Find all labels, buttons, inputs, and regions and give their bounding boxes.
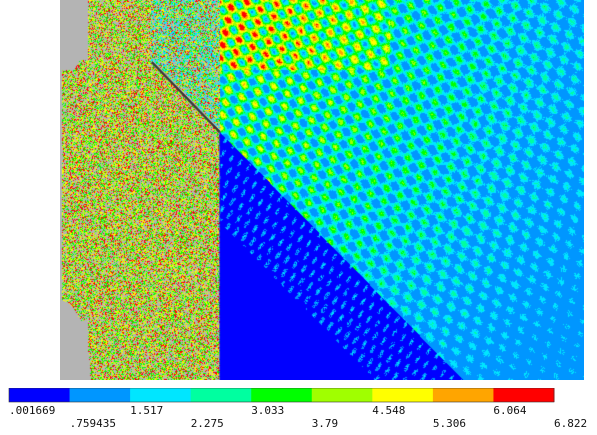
- colorbar-tick-label: 3.79: [312, 417, 339, 430]
- colorbar-tick-label: 6.064: [493, 404, 526, 417]
- color-legend: .001669 1.517 3.033 4.548 6.064 .759435 2.275 3…: [0, 388, 597, 435]
- colorbar-swatch: [432, 388, 494, 402]
- contour-field: [60, 0, 584, 380]
- colorbar-tick-label: 6.822: [554, 417, 587, 430]
- colorbar-tick-label: 1.517: [130, 404, 163, 417]
- colorbar-swatch: [9, 388, 71, 402]
- colorbar-swatch: [190, 388, 252, 402]
- colorbar-swatch: [311, 388, 373, 402]
- colorbar-swatch: [69, 388, 131, 402]
- colorbar-tick-label: 5.306: [433, 417, 466, 430]
- field-plot: [60, 0, 584, 380]
- colorbar-tick-label: 3.033: [251, 404, 284, 417]
- colorbar-swatch: [130, 388, 192, 402]
- colorbar-swatch: [251, 388, 313, 402]
- colorbar-swatch: [372, 388, 434, 402]
- colorbar-border: [8, 388, 555, 403]
- colorbar-swatch: [493, 388, 555, 402]
- colorbar-tick-label: 4.548: [372, 404, 405, 417]
- colorbar-tick-label: .759435: [70, 417, 116, 430]
- colorbar-tick-label: .001669: [9, 404, 55, 417]
- colorbar-svg: .001669 1.517 3.033 4.548 6.064 .759435 2.275 3…: [8, 388, 587, 430]
- colorbar-tick-label: 2.275: [191, 417, 224, 430]
